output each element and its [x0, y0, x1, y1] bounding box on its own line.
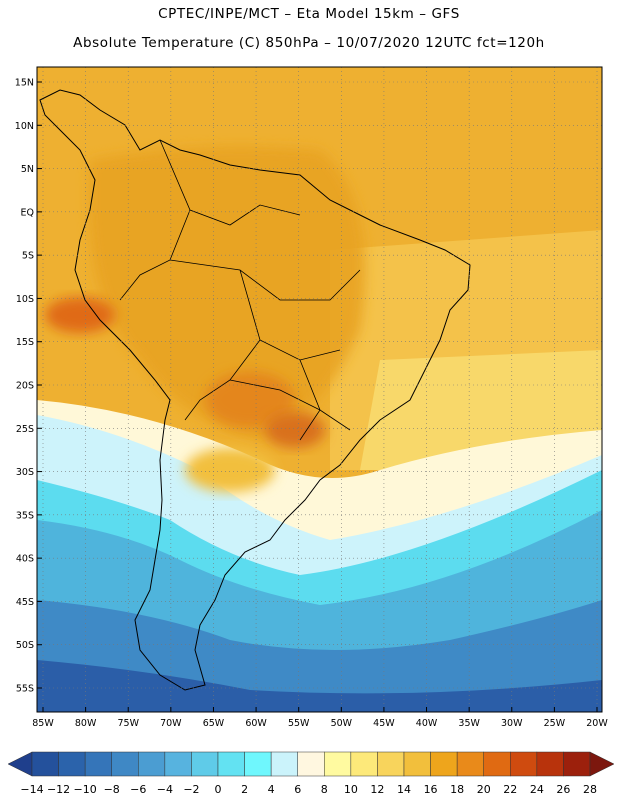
lon-label: 65W — [203, 718, 225, 729]
colorbar-label: 8 — [321, 783, 328, 796]
lat-label: 45S — [16, 597, 34, 608]
colorbar-label: −10 — [74, 783, 97, 796]
colorbar-label: 14 — [397, 783, 411, 796]
lon-label: 40W — [416, 718, 438, 729]
colorbar-bin — [403, 751, 431, 777]
colorbar-label: 22 — [503, 783, 517, 796]
colorbar-bin — [217, 751, 245, 777]
colorbar-label: 6 — [294, 783, 301, 796]
chart-title-line2: Absolute Temperature (C) 850hPa – 10/07/… — [73, 35, 545, 51]
lon-label: 60W — [245, 718, 267, 729]
lat-label: 25S — [16, 424, 34, 435]
field-hot-spot-west — [45, 297, 115, 333]
chart-title-line1: CPTEC/INPE/MCT – Eta Model 15km – GFS — [158, 6, 460, 22]
colorbar-bin — [111, 751, 139, 777]
colorbar-label: −12 — [47, 783, 70, 796]
colorbar-bin — [377, 751, 405, 777]
colorbar-label: −4 — [157, 783, 173, 796]
map-frame — [36, 66, 603, 713]
colorbar-label: 12 — [370, 783, 384, 796]
lon-label: 50W — [331, 718, 353, 729]
colorbar-bin — [324, 751, 352, 777]
colorbar-label: 26 — [556, 783, 570, 796]
lat-label: 50S — [16, 640, 34, 651]
field-hot-spot-south — [265, 412, 325, 448]
colorbar-bin — [164, 751, 192, 777]
temperature-field — [37, 67, 602, 712]
colorbar-bin — [244, 751, 272, 777]
colorbar — [7, 751, 615, 777]
colorbar-label: 0 — [215, 783, 222, 796]
colorbar-bin — [456, 751, 484, 777]
colorbar-label: 10 — [344, 783, 358, 796]
colorbar-label: −6 — [130, 783, 146, 796]
lon-label: 55W — [288, 718, 310, 729]
colorbar-bin — [536, 751, 564, 777]
lat-label: 15N — [15, 78, 34, 89]
colorbar-bin — [483, 751, 511, 777]
lon-label: 85W — [32, 718, 54, 729]
lon-label: 75W — [117, 718, 139, 729]
lon-label: 20W — [586, 718, 608, 729]
lat-label: 10S — [16, 294, 34, 305]
lat-label: 30S — [16, 467, 34, 478]
lat-label: 20S — [16, 381, 34, 392]
lat-label: 10N — [15, 121, 34, 132]
colorbar-bin — [430, 751, 458, 777]
colorbar-bin — [191, 751, 219, 777]
field-yellow-argentina — [185, 448, 275, 492]
colorbar-label: 18 — [450, 783, 464, 796]
lon-label: 30W — [501, 718, 523, 729]
colorbar-label: −2 — [183, 783, 199, 796]
colorbar-bin — [510, 751, 538, 777]
lat-label: 5S — [22, 251, 34, 262]
lon-label: 70W — [160, 718, 182, 729]
colorbar-labels: −14 −12 −10 −8 −6 −4 −2 0 2 4 6 8 10 12 14 16 18 20 22 24 26… — [20, 783, 597, 796]
colorbar-bin — [350, 751, 378, 777]
colorbar-label: 4 — [268, 783, 275, 796]
field-hot-spot-chaco — [205, 372, 295, 428]
lon-label: 80W — [75, 718, 97, 729]
colorbar-label: 20 — [477, 783, 491, 796]
colorbar-label: −14 — [20, 783, 43, 796]
colorbar-bin — [138, 751, 166, 777]
lon-label: 45W — [373, 718, 395, 729]
lon-label: 25W — [544, 718, 566, 729]
lat-label: 15S — [16, 337, 34, 348]
colorbar-label: 2 — [241, 783, 248, 796]
colorbar-label: 16 — [424, 783, 438, 796]
field-deepblue-band — [37, 660, 602, 712]
lat-label: 55S — [16, 684, 34, 695]
colorbar-bin — [58, 751, 86, 777]
colorbar-bin — [563, 751, 591, 777]
colorbar-bin — [589, 751, 615, 777]
field-continent-warm — [88, 146, 366, 440]
colorbar-bin — [297, 751, 325, 777]
colorbar-bin — [7, 751, 33, 777]
lat-label: EQ — [21, 207, 34, 218]
colorbar-label: 24 — [530, 783, 544, 796]
colorbar-label: 28 — [583, 783, 597, 796]
graticule — [37, 67, 602, 712]
colorbar-bin — [84, 751, 112, 777]
colorbar-label: −8 — [104, 783, 120, 796]
lat-label: 5N — [21, 164, 34, 175]
lat-label: 40S — [16, 554, 34, 565]
lat-label: 35S — [16, 510, 34, 521]
country-state-borders — [119, 139, 361, 441]
latitude-labels: 15N 10N 5N EQ 5S 10S 15S 20S 25S 30S 35S 40S 45S 50S 5… — [15, 78, 34, 695]
longitude-labels: 85W 80W 75W 70W 65W 60W 55W 50W 45W 40W 35W 30W 25W 2… — [32, 718, 608, 729]
colorbar-bin — [31, 751, 59, 777]
colorbar-bin — [270, 751, 298, 777]
lon-label: 35W — [458, 718, 480, 729]
